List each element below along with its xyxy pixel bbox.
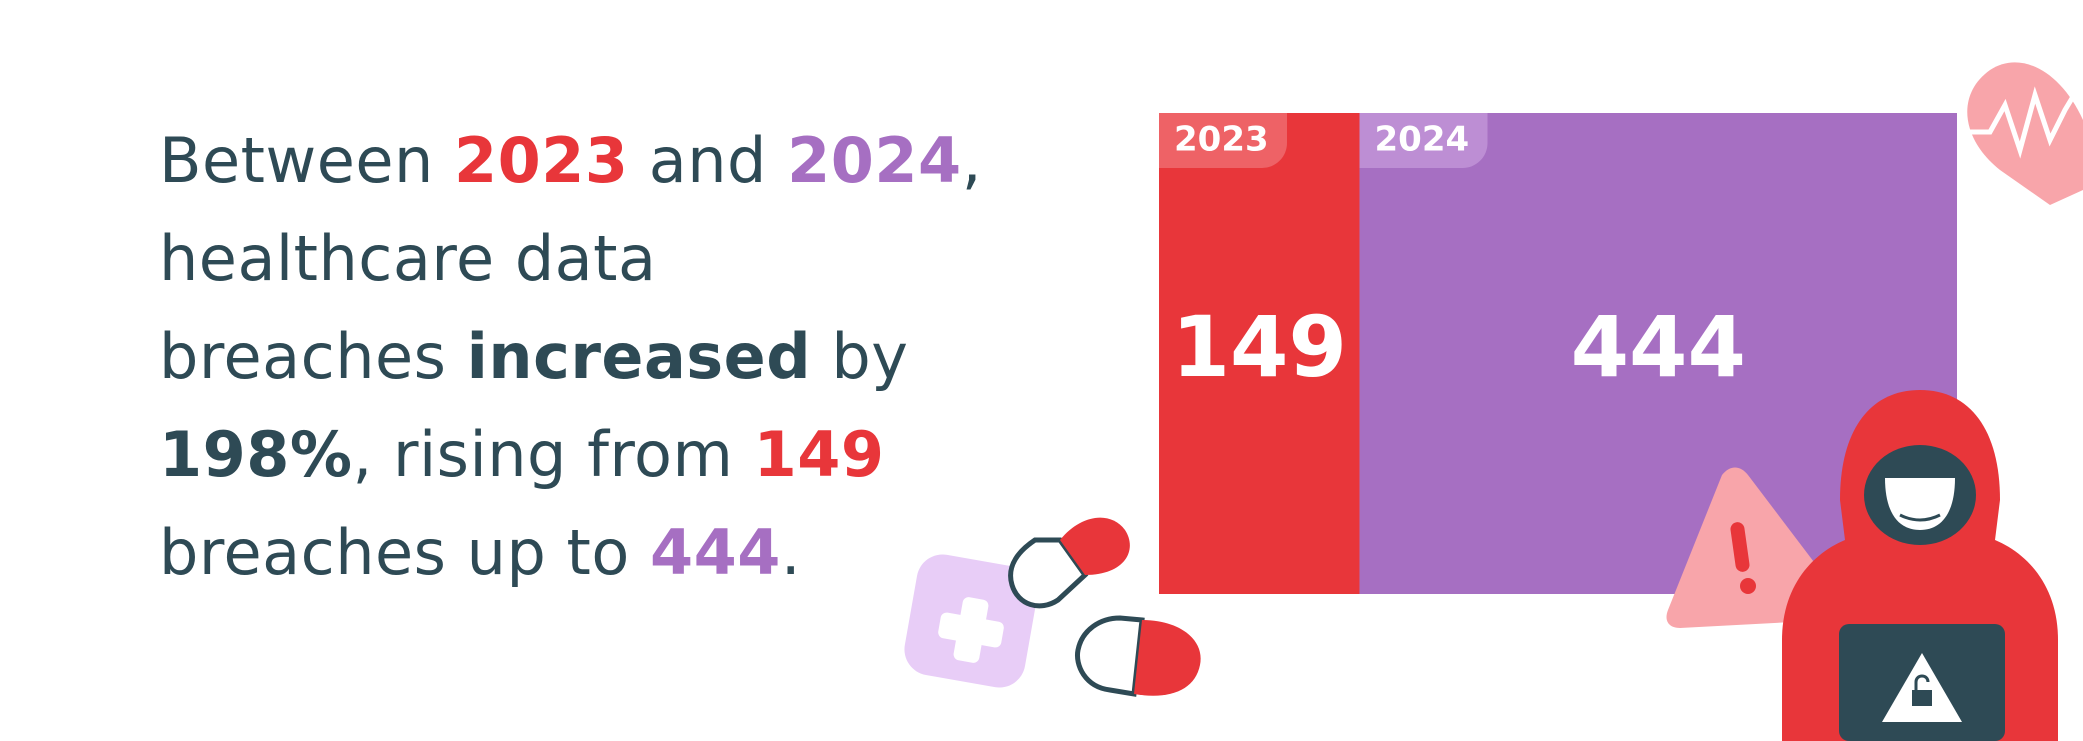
warning-icon xyxy=(1666,467,1830,628)
text: by xyxy=(811,320,909,393)
text: , rising from xyxy=(352,418,754,491)
text-emphasis: 198% xyxy=(159,418,353,491)
value-label: 149 xyxy=(1172,298,1347,396)
value-highlight: 444 xyxy=(649,516,781,589)
plus-icon xyxy=(904,554,1038,688)
summary-text: Between 2023 and 2024, healthcare data bre… xyxy=(159,112,1059,602)
value-label: 444 xyxy=(1571,298,1746,396)
heart-icon xyxy=(1962,62,2083,205)
category-tab xyxy=(1359,113,1488,168)
category-label: 2024 xyxy=(1375,120,1470,160)
pill-icon xyxy=(1008,517,1201,697)
value-highlight: 149 xyxy=(753,418,885,491)
year-highlight: 2024 xyxy=(787,124,962,197)
hacker-illustration xyxy=(1782,390,2058,741)
category-label: 2023 xyxy=(1174,120,1269,160)
text: , xyxy=(961,124,982,197)
year-highlight: 2023 xyxy=(454,124,629,197)
text: and xyxy=(628,124,788,197)
text: breaches up to xyxy=(159,516,650,589)
text: . xyxy=(780,516,802,589)
text-emphasis: increased xyxy=(466,320,812,393)
bar xyxy=(1159,113,1360,594)
text: healthcare data xyxy=(159,222,657,295)
bar-group: 2023 149 2024 444 xyxy=(1159,113,1957,594)
text: Between xyxy=(159,124,454,197)
text: breaches xyxy=(159,320,467,393)
category-tab xyxy=(1159,113,1287,168)
